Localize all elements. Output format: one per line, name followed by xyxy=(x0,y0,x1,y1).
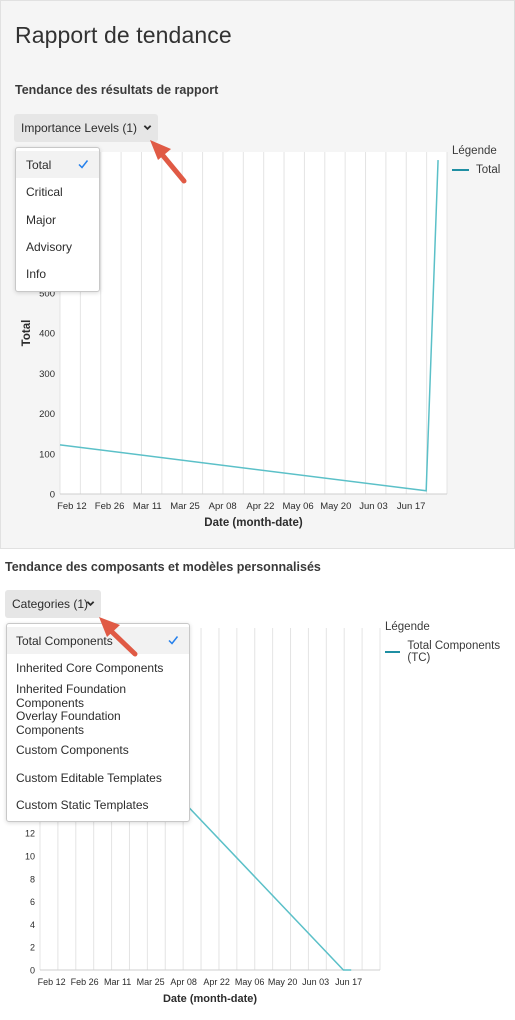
y-tick-label: 6 xyxy=(30,897,35,907)
legend-label: Total xyxy=(476,164,501,176)
x-tick-label: Feb 12 xyxy=(38,977,66,987)
menu-item-total-components[interactable]: Total Components xyxy=(7,627,189,654)
chevron-down-icon xyxy=(86,601,95,607)
menu-item-critical[interactable]: Critical xyxy=(16,178,99,205)
x-tick-label: May 20 xyxy=(320,501,351,512)
x-tick-label: Jun 03 xyxy=(302,977,329,987)
section-title-report-results: Tendance des résultats de rapport xyxy=(15,83,219,97)
x-tick-label: Jun 03 xyxy=(359,501,388,512)
legend-swatch xyxy=(385,651,401,653)
menu-item-inherited-foundation-components[interactable]: Inherited Foundation Components xyxy=(7,681,189,710)
x-tick-label: Apr 08 xyxy=(209,501,237,512)
legend-swatch xyxy=(452,169,469,171)
menu-item-label: Inherited Foundation Components xyxy=(16,681,127,710)
x-axis-label: Date (month-date) xyxy=(204,517,303,529)
y-tick-label: 8 xyxy=(30,874,35,884)
x-tick-label: Apr 22 xyxy=(203,977,230,987)
legend-label: Total Components (TC) xyxy=(407,640,501,664)
dropdown-label: Importance Levels (1) xyxy=(21,121,138,135)
y-tick-label: 500 xyxy=(39,288,55,299)
x-tick-label: Feb 26 xyxy=(95,501,125,512)
x-tick-label: Mar 25 xyxy=(137,977,165,987)
menu-item-total[interactable]: Total xyxy=(16,151,99,178)
y-tick-label: 300 xyxy=(39,369,55,380)
menu-item-custom-static-templates[interactable]: Custom Static Templates xyxy=(7,791,189,818)
x-tick-label: Feb 26 xyxy=(71,977,99,987)
y-axis-label: Total xyxy=(21,320,33,347)
legend-entry-total-components[interactable]: Total Components (TC) xyxy=(385,640,515,664)
pointer-arrow-icon xyxy=(99,617,138,657)
x-tick-label: Apr 22 xyxy=(246,501,274,512)
x-tick-label: Feb 12 xyxy=(57,501,87,512)
x-tick-label: Mar 25 xyxy=(170,501,200,512)
menu-item-label: Total xyxy=(26,157,52,172)
x-tick-label: Jun 17 xyxy=(397,501,426,512)
legend-title: Légende xyxy=(452,145,497,157)
menu-item-label: Custom Static Templates xyxy=(16,797,149,812)
menu-item-advisory[interactable]: Advisory xyxy=(16,233,99,260)
section-title-custom-components: Tendance des composants et modèles perso… xyxy=(5,560,321,574)
importance-levels-menu: Total Critical Major Advisory Info xyxy=(15,147,100,292)
plot-area xyxy=(60,152,447,494)
x-tick-label: May 06 xyxy=(235,977,265,987)
dropdown-label: Categories (1) xyxy=(12,597,89,611)
x-tick-label: Mar 11 xyxy=(133,501,162,512)
y-tick-label: 10 xyxy=(25,852,35,862)
legend-entry-total[interactable]: Total xyxy=(452,164,500,176)
y-tick-label: 400 xyxy=(39,329,55,340)
menu-item-label: Advisory xyxy=(26,239,73,254)
menu-item-overlay-foundation-components[interactable]: Overlay Foundation Components xyxy=(7,708,189,737)
menu-item-label: Info xyxy=(26,266,47,281)
checkmark-icon xyxy=(168,636,179,645)
x-tick-label: Apr 08 xyxy=(170,977,197,987)
x-axis-label: Date (month-date) xyxy=(163,993,257,1005)
chevron-down-icon xyxy=(143,125,152,131)
checkmark-icon xyxy=(78,160,89,169)
page-title: Rapport de tendance xyxy=(15,22,232,48)
importance-levels-dropdown[interactable]: Importance Levels (1) xyxy=(14,114,158,142)
report-results-chart: Feb 12 Feb 26 Mar 11 Mar 25 Apr 08 Apr 22 May … xyxy=(21,152,448,529)
menu-item-custom-components[interactable]: Custom Components xyxy=(7,736,189,763)
menu-item-label: Total Components xyxy=(16,633,113,648)
menu-item-major[interactable]: Major xyxy=(16,206,99,233)
x-tick-label: Jun 17 xyxy=(335,977,362,987)
menu-item-inherited-core-components[interactable]: Inherited Core Components xyxy=(7,654,189,681)
menu-item-label: Inherited Core Components xyxy=(16,660,164,675)
menu-item-custom-editable-templates[interactable]: Custom Editable Templates xyxy=(7,764,189,791)
y-tick-label: 12 xyxy=(25,829,35,839)
series-line xyxy=(59,160,439,492)
x-tick-label: May 20 xyxy=(268,977,298,987)
menu-item-label: Custom Components xyxy=(16,742,129,757)
y-tick-label: 100 xyxy=(39,449,55,460)
categories-dropdown[interactable]: Categories (1) xyxy=(5,590,101,618)
categories-menu: Total Components Inherited Core Componen… xyxy=(6,623,190,822)
menu-item-info[interactable]: Info xyxy=(16,260,99,287)
y-tick-label: 0 xyxy=(50,490,55,501)
pointer-arrow-icon xyxy=(150,140,187,184)
y-tick-label: 200 xyxy=(39,409,55,420)
menu-item-label: Overlay Foundation Components xyxy=(16,708,121,737)
x-tick-label: May 06 xyxy=(283,501,314,512)
y-tick-label: 2 xyxy=(30,943,35,953)
y-tick-label: 0 xyxy=(30,966,35,976)
x-tick-label: Mar 11 xyxy=(104,977,131,987)
legend-title: Légende xyxy=(385,621,430,633)
menu-item-label: Major xyxy=(26,212,57,227)
menu-item-label: Custom Editable Templates xyxy=(16,770,162,785)
y-tick-label: 4 xyxy=(30,920,35,930)
menu-item-label: Critical xyxy=(26,184,63,199)
